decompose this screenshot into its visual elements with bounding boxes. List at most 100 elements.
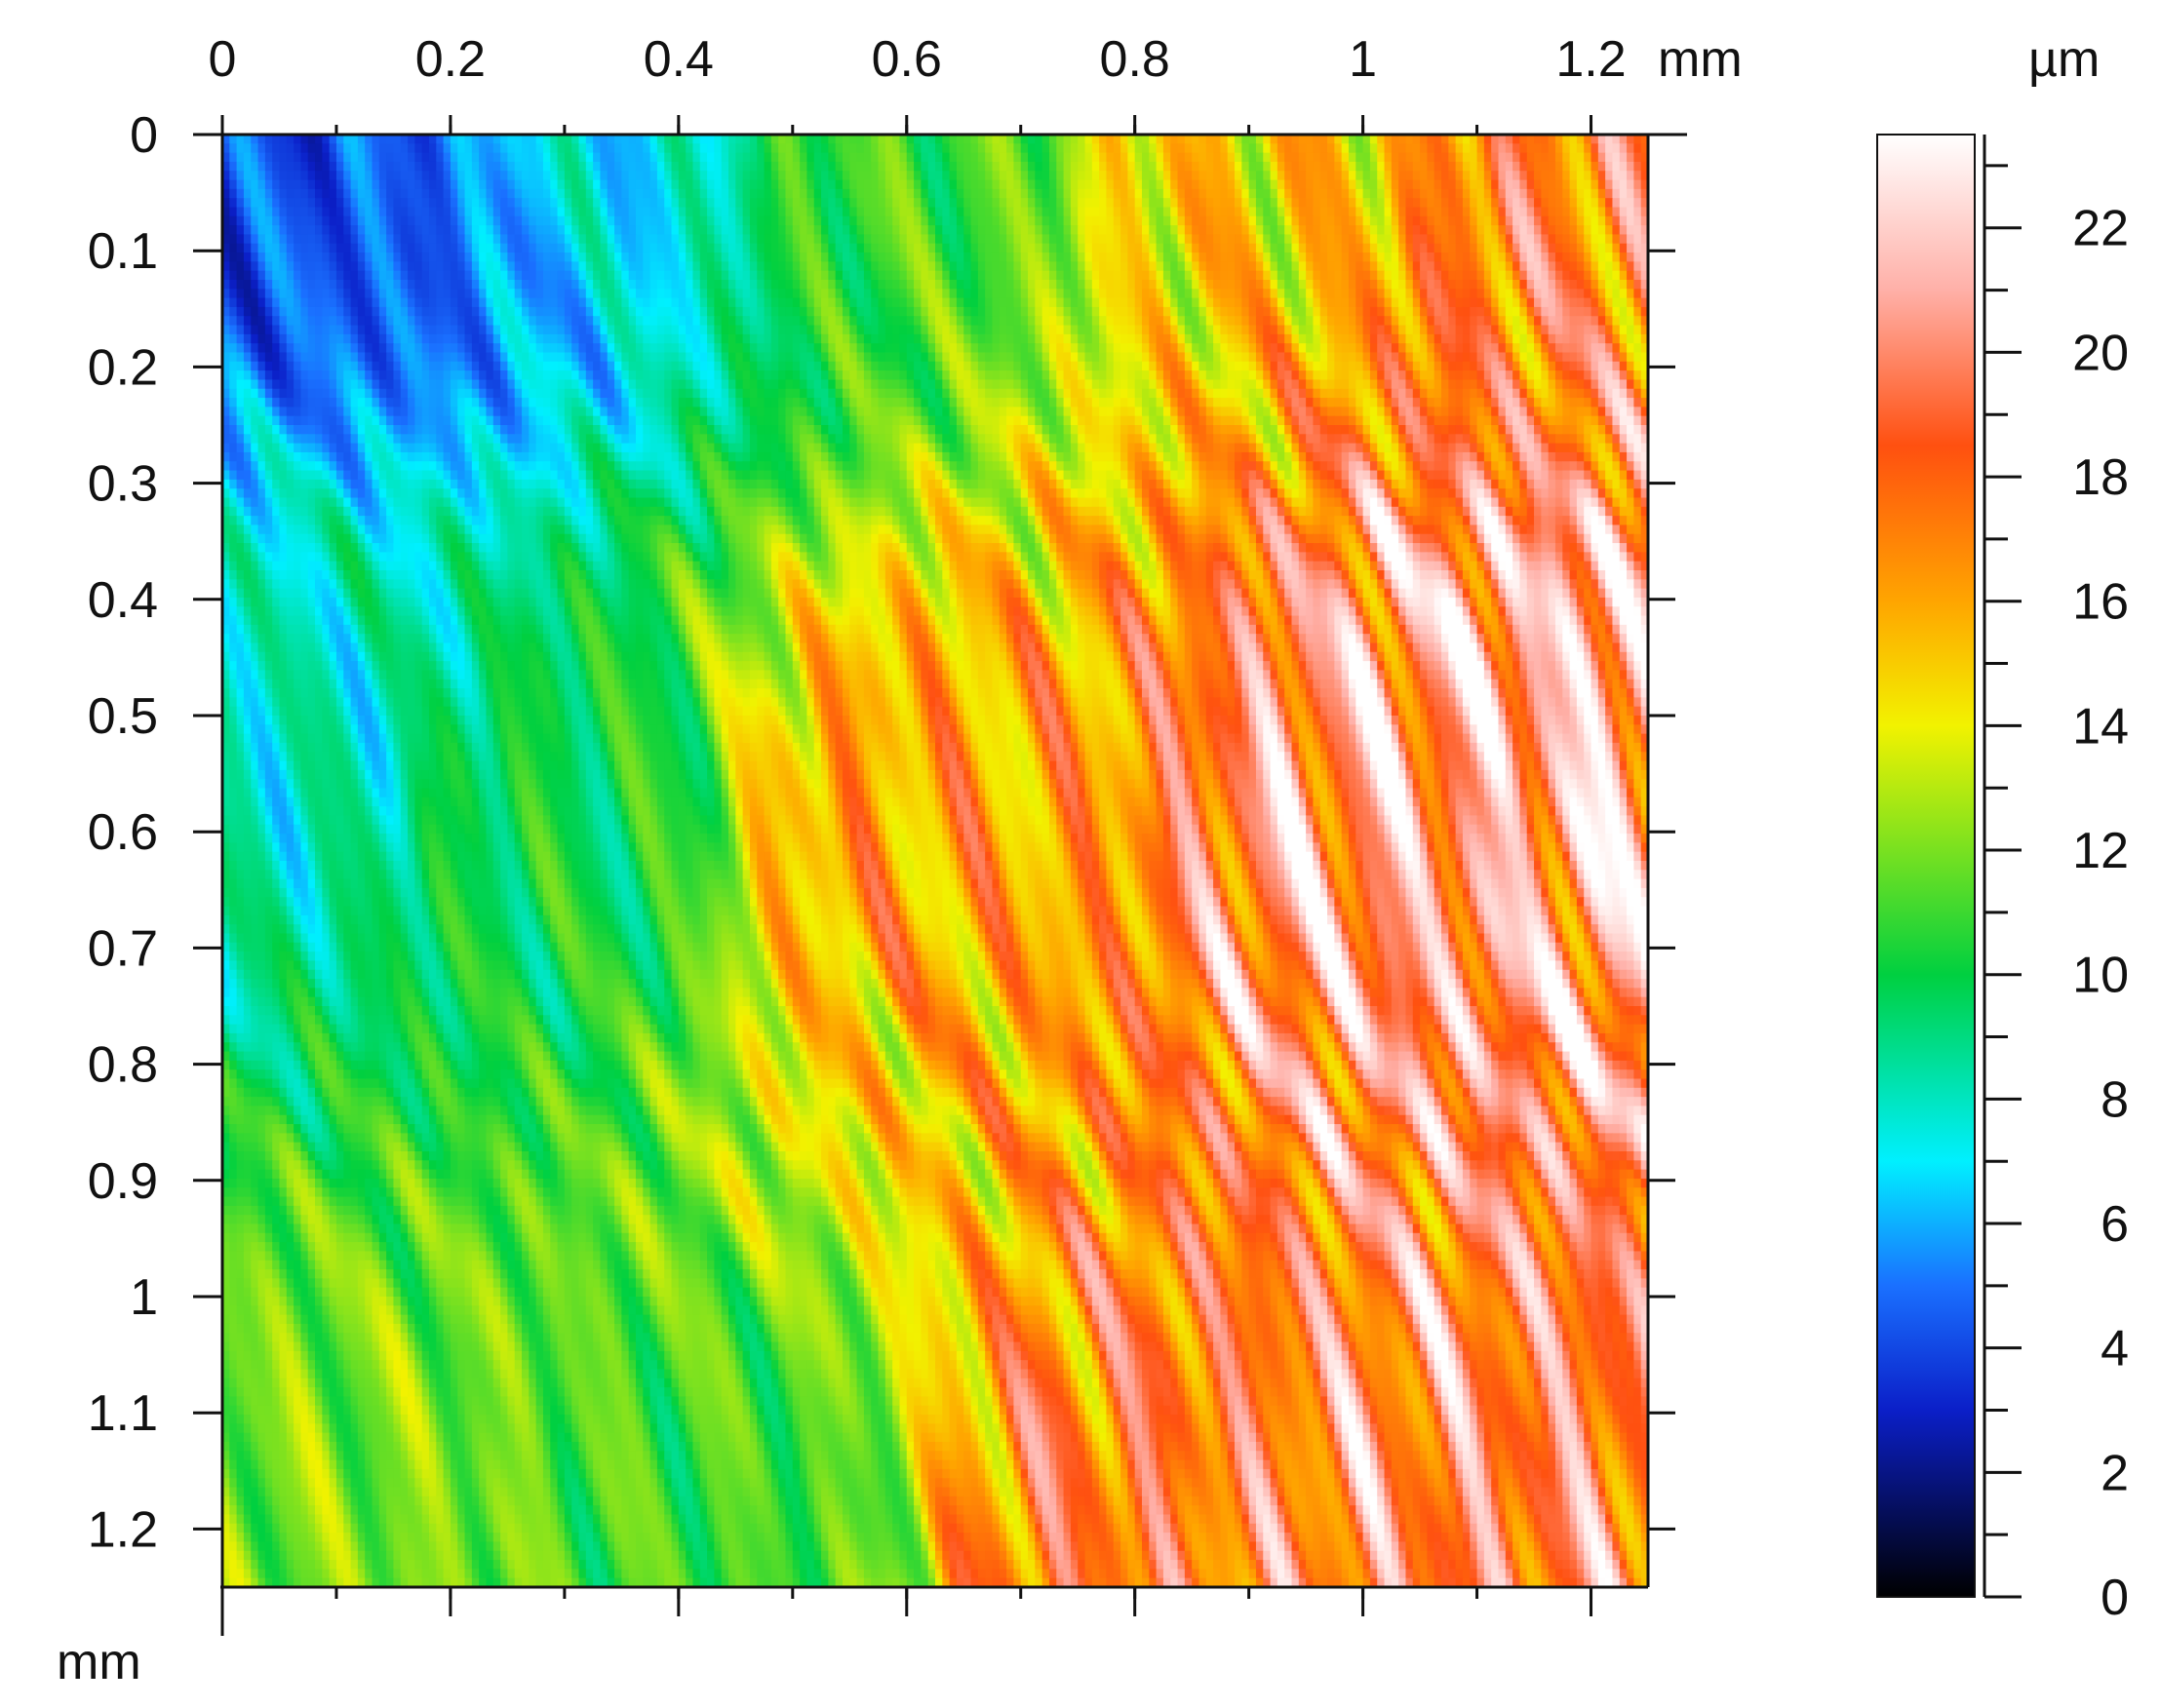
height-map-cell	[373, 216, 380, 226]
height-map-cell	[1506, 244, 1513, 253]
height-map-cell	[1577, 153, 1585, 163]
height-map-cell	[365, 143, 373, 153]
height-map-cell	[330, 171, 337, 180]
height-map-cell	[836, 298, 844, 308]
height-map-cell	[899, 234, 907, 244]
height-map-cell	[522, 289, 530, 298]
height-map-cell	[1241, 298, 1249, 308]
height-map-cell	[493, 153, 501, 163]
height-map-cell	[963, 244, 971, 253]
height-map-cell	[493, 189, 501, 199]
height-map-cell	[237, 162, 245, 172]
height-map-cell	[1491, 326, 1499, 335]
height-map-cell	[664, 271, 672, 281]
height-map-cell	[1477, 198, 1485, 208]
height-map-cell	[657, 298, 665, 308]
height-map-cell	[785, 298, 793, 308]
height-map-cell	[379, 234, 387, 244]
height-map-cell	[393, 353, 401, 363]
height-map-cell	[643, 316, 650, 326]
height-map-cell	[315, 244, 323, 253]
height-map-cell	[529, 189, 536, 199]
height-map-cell	[1206, 143, 1214, 153]
height-map-cell	[1577, 234, 1585, 244]
height-map-cell	[1256, 244, 1264, 253]
height-map-cell	[1541, 234, 1549, 244]
height-map-cell	[1633, 180, 1641, 190]
height-map-cell	[1049, 198, 1057, 208]
height-map-cell	[1598, 298, 1606, 308]
height-map-cell	[985, 180, 993, 190]
height-map-cell	[500, 316, 508, 326]
height-map-cell	[1541, 252, 1549, 262]
height-map-cell	[1256, 225, 1264, 235]
height-map-cell	[1064, 189, 1072, 199]
height-map-cell	[821, 225, 829, 235]
height-map-cell	[550, 298, 558, 308]
height-map-cell	[1377, 189, 1385, 199]
height-map-cell	[1241, 189, 1249, 199]
height-map-cell	[1620, 171, 1628, 180]
height-map-cell	[1605, 180, 1613, 190]
height-map-cell	[778, 234, 786, 244]
height-map-cell	[871, 252, 879, 262]
height-map-cell	[636, 198, 644, 208]
height-map-cell	[1149, 143, 1157, 153]
height-map-cell	[1149, 307, 1157, 317]
height-map-cell	[330, 289, 337, 298]
height-map-cell	[1213, 162, 1221, 172]
height-map-cell	[1235, 225, 1242, 235]
height-map-cell	[1085, 171, 1093, 180]
height-map-cell	[1256, 189, 1264, 199]
height-map-cell	[1049, 244, 1057, 253]
height-map-cell	[1612, 143, 1620, 153]
height-map-cell	[985, 353, 993, 363]
height-map-cell	[892, 234, 900, 244]
height-map-cell	[728, 289, 736, 298]
height-map-cell	[1185, 143, 1193, 153]
height-map-cell	[1163, 261, 1171, 271]
height-map-cell	[1313, 298, 1320, 308]
height-map-cell	[1157, 343, 1164, 353]
height-map-cell	[1292, 198, 1300, 208]
height-map-cell	[1405, 298, 1413, 308]
height-map-cell	[793, 189, 801, 199]
height-map-cell	[1370, 162, 1378, 172]
height-map-cell	[793, 198, 801, 208]
height-map-cell	[1434, 171, 1442, 180]
height-map-cell	[1263, 208, 1271, 217]
height-map-cell	[379, 162, 387, 172]
height-map-cell	[714, 244, 722, 253]
height-map-cell	[1441, 326, 1449, 335]
height-map-cell	[935, 298, 943, 308]
height-map-cell	[1092, 261, 1100, 271]
height-map-cell	[992, 298, 1000, 308]
height-map-cell	[629, 326, 637, 335]
height-map-cell	[1477, 334, 1485, 344]
height-map-cell	[1420, 244, 1428, 253]
height-map-cell	[1000, 143, 1007, 153]
height-map-cell	[429, 316, 437, 326]
height-map-cell	[1263, 216, 1271, 226]
height-map-cell	[935, 162, 943, 172]
height-map-cell	[565, 271, 572, 281]
height-map-cell	[1512, 252, 1520, 262]
height-map-cell	[1570, 307, 1578, 317]
height-map-cell	[1157, 353, 1164, 363]
height-map-cell	[885, 343, 893, 353]
height-map-cell	[265, 153, 273, 163]
height-map-cell	[522, 298, 530, 308]
height-map-cell	[258, 244, 266, 253]
height-map-cell	[1064, 234, 1072, 244]
height-map-cell	[849, 334, 857, 344]
height-map-cell	[1106, 216, 1114, 226]
height-map-cell	[1306, 189, 1314, 199]
height-map-cell	[828, 234, 836, 244]
height-map-cell	[1413, 343, 1421, 353]
height-map-cell	[1263, 234, 1271, 244]
height-map-cell	[529, 353, 536, 363]
height-map-cell	[336, 225, 344, 235]
height-map-cell	[608, 316, 615, 326]
height-map-cell	[700, 261, 708, 271]
height-map-cell	[1562, 298, 1570, 308]
